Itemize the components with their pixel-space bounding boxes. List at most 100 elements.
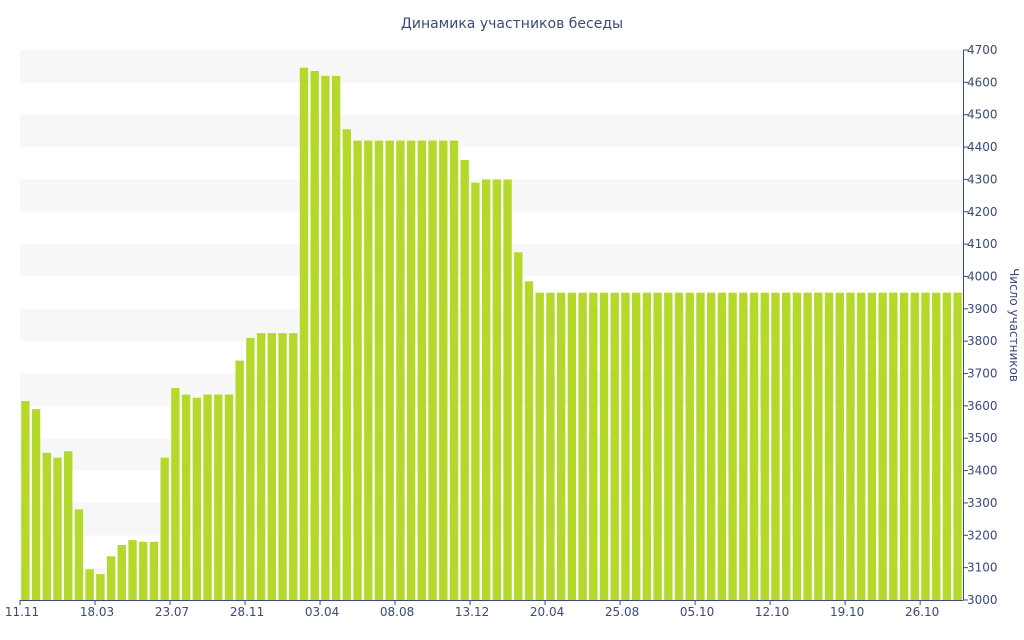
bar [267,333,276,600]
bar [621,292,630,600]
bar [74,509,84,600]
bar [867,292,877,600]
x-tick-label: 08.08 [380,605,414,619]
bar [117,545,126,600]
bar [503,179,512,600]
bar [803,292,812,600]
bar [203,394,212,600]
bar [857,292,866,600]
bar [181,394,191,600]
bar [932,292,941,600]
y-tick-label: 4000 [967,269,998,283]
bar [246,337,255,600]
x-tick-label: 26.10 [905,605,939,619]
x-tick-label: 20.04 [530,605,564,619]
x-tick-label: 18.03 [80,605,114,619]
bar [707,292,716,600]
y-tick-label: 3700 [967,367,998,381]
y-tick-label: 4300 [967,172,998,186]
bar [364,140,373,600]
x-tick-label: 03.04 [305,605,339,619]
bar [535,292,544,600]
bar [449,140,459,600]
bar [899,292,909,600]
bar [471,182,480,600]
bar [106,556,116,600]
bar [578,292,587,600]
bar [278,333,287,600]
x-tick-label: 11.11 [5,605,39,619]
bar [139,541,148,600]
bar [85,569,94,600]
bar [599,292,609,600]
bar [631,292,641,600]
bar [824,292,834,600]
bar [642,292,652,600]
x-tick-label: 19.10 [830,605,864,619]
bar [728,292,737,600]
bar [53,457,62,600]
y-axis-title: Число участников [1007,268,1021,382]
y-tick-label: 4400 [967,140,998,154]
bar [406,140,416,600]
grid-band [20,114,963,148]
bar [353,140,362,600]
y-tick-label: 4600 [967,75,998,89]
bar [771,292,780,600]
bar [171,388,180,600]
bar [224,394,234,600]
bar [782,292,791,600]
y-tick-label: 4500 [967,108,998,122]
bar [878,292,887,600]
bar [374,140,384,600]
bar [696,292,705,600]
bar [567,292,577,600]
bar [610,292,619,600]
chart-title: Динамика участников беседы [401,16,623,32]
bar [214,394,223,600]
x-ticks-group: 11.11 18.03 23.07 28.11 03.04 08.08 13.12 20.04… [5,600,939,619]
y-tick-label: 3900 [967,302,998,316]
y-tick-label: 3800 [967,334,998,348]
bar [299,67,309,601]
grid-band [20,244,963,277]
x-tick-label: 28.11 [230,605,264,619]
bar [835,292,844,600]
y-tick-label: 3100 [967,561,998,575]
bar [921,292,930,600]
bar [514,252,523,600]
bar [792,292,802,600]
bar [342,129,352,600]
x-tick-label: 25.08 [605,605,639,619]
bar [235,360,244,600]
bar [492,179,502,600]
y-tick-label: 3600 [967,399,998,413]
y-tick-label: 3400 [967,464,998,478]
bar [685,292,694,600]
bar [953,292,962,600]
x-tick-label: 05.10 [680,605,714,619]
y-tick-label: 3200 [967,528,998,542]
bar [556,292,566,600]
bar [64,451,73,600]
bar [321,75,330,600]
bar [910,292,919,600]
bar [96,574,105,600]
bar [149,541,159,600]
bar [942,292,952,600]
bar [739,292,748,600]
grid-band [20,50,963,83]
bar [128,540,137,600]
grid-band [20,179,963,212]
bar [42,452,51,600]
bar [664,292,673,600]
bar [396,140,405,600]
bars-group [21,67,962,601]
x-tick-label: 12.10 [755,605,789,619]
bar [589,292,598,600]
bar [674,292,684,600]
bar [460,160,469,600]
bar [439,140,448,600]
